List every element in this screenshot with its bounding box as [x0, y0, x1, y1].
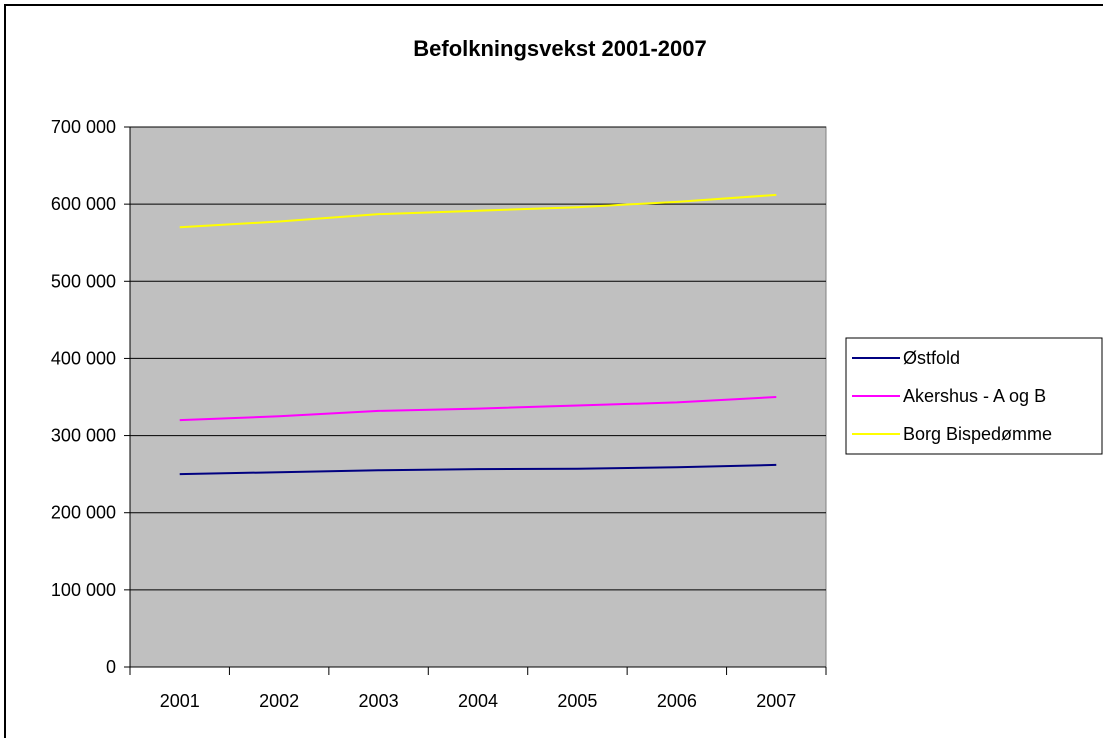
y-tick-label: 500 000	[51, 271, 116, 291]
plot-area	[129, 126, 827, 668]
legend: Østfold Akershus - A og B Borg Bispedømme	[845, 337, 1103, 455]
y-tick-label: 600 000	[51, 194, 116, 214]
x-tick-label: 2001	[160, 691, 200, 711]
legend-label: Østfold	[903, 348, 960, 368]
x-tick-labels: 2001 2002 2003 2004 2005 2006 2007	[160, 691, 797, 711]
y-tick-label: 700 000	[51, 117, 116, 137]
y-tick-labels: 0 100 000 200 000 300 000 400 000 500 000 600 …	[51, 117, 116, 677]
y-tick-label: 100 000	[51, 580, 116, 600]
legend-label: Borg Bispedømme	[903, 424, 1052, 444]
x-tick-label: 2006	[657, 691, 697, 711]
y-tick-label: 0	[106, 657, 116, 677]
series-lines	[179, 193, 777, 476]
chart-frame	[4, 4, 1103, 738]
series-line-1	[179, 463, 777, 476]
x-tick-label: 2007	[756, 691, 796, 711]
y-tick-label: 200 000	[51, 503, 116, 523]
legend-label: Akershus - A og B	[903, 386, 1046, 406]
series-line-3	[179, 193, 777, 229]
chart-title: Befolkningsvekst 2001-2007	[413, 36, 707, 61]
x-tick-label: 2002	[259, 691, 299, 711]
gridlines	[130, 126, 826, 591]
x-tick-label: 2005	[557, 691, 597, 711]
x-tick-label: 2004	[458, 691, 498, 711]
series-line-2	[179, 396, 777, 422]
axes	[124, 126, 827, 675]
y-tick-label: 400 000	[51, 348, 116, 368]
y-tick-label: 300 000	[51, 426, 116, 446]
x-tick-label: 2003	[359, 691, 399, 711]
